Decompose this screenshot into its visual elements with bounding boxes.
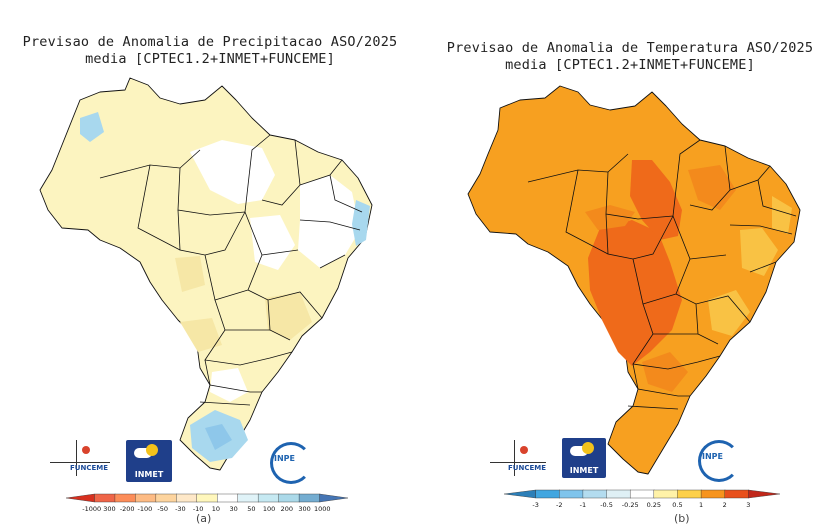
precipitation-title-line2: media [CPTEC1.2+INMET+FUNCEME]: [85, 51, 335, 67]
precip-colorbar-tick-label: 200: [281, 505, 293, 513]
temp-colorbar-tick-label: 0.5: [672, 501, 682, 509]
precipitation-colorbar: -1000 300 -200 -100 -50 -30 -10 10 30 50 100 200 300…: [66, 493, 348, 513]
inpe-logo-text: INPE: [274, 454, 295, 463]
temp-colorbar-swatch: [504, 489, 536, 499]
temp-colorbar-swatch: [629, 489, 655, 499]
inpe-logo-right-text: INPE: [702, 452, 723, 461]
temp-colorbar-tick-label: -0.5: [600, 501, 613, 509]
precip-colorbar-tick-label: -30: [175, 505, 186, 513]
temp-colorbar-swatch: [748, 489, 780, 499]
funceme-logo-text: FUNCEME: [70, 464, 108, 472]
precipitation-title-line1: Previsao de Anomalia de Precipitacao ASO…: [22, 34, 398, 50]
temp-colorbar-swatch: [535, 489, 560, 499]
temp-mid-ne: [688, 165, 736, 210]
precip-colorbar-tick-label: 1000: [314, 505, 331, 513]
temp-light-coast: [772, 196, 792, 234]
precip-blue-northwest: [80, 112, 104, 142]
precip-white-region-south: [210, 368, 248, 402]
precip-colorbar-swatch: [319, 493, 348, 503]
precip-colorbar-tick-label: -10: [193, 505, 204, 513]
precip-blue-east-coast: [352, 200, 370, 246]
funceme-logo: FUNCEME: [50, 440, 120, 480]
temperature-title-line2: media [CPTEC1.2+INMET+FUNCEME]: [505, 57, 755, 73]
temp-colorbar-swatch: [582, 489, 608, 499]
precip-colorbar-swatch: [135, 493, 157, 503]
precip-colorbar-swatch: [217, 493, 239, 503]
precip-colorbar-tick-label: 300: [103, 505, 115, 513]
temp-colorbar-tick-label: 1: [699, 501, 703, 509]
precip-colorbar-swatch: [237, 493, 259, 503]
precip-colorbar-tick-label: 10: [212, 505, 220, 513]
precip-colorbar-tick-label: -1000: [82, 505, 101, 513]
inmet-logo-right-text: INMET: [569, 466, 599, 475]
precip-colorbar-tick-label: 100: [263, 505, 275, 513]
temperature-panel-letter: (b): [674, 512, 690, 525]
temperature-colorbar: -3 -2 -1 -0.5 -0.25 0.25 0.5 1 2 3: [504, 489, 780, 509]
precip-blue-dark-south: [205, 424, 232, 450]
precip-medium-southeast: [265, 292, 312, 340]
precip-white-region-north: [190, 140, 275, 204]
temp-light-east: [740, 228, 778, 276]
precipitation-title: Previsao de Anomalia de Precipitacao ASO…: [0, 34, 420, 68]
precip-colorbar-tick-label: 50: [247, 505, 255, 513]
precip-colorbar-swatch: [257, 493, 280, 503]
temp-mid-ring: [585, 205, 635, 230]
precip-colorbar-swatch: [94, 493, 116, 503]
temperature-title-line1: Previsao de Anomalia de Temperatura ASO/…: [446, 40, 814, 56]
temp-colorbar-tick-label: -0.25: [622, 501, 639, 509]
temp-colorbar-swatch: [677, 489, 702, 499]
precip-state-borders: [99, 134, 363, 406]
precip-colorbar-swatch: [155, 493, 178, 503]
precip-medium-south-central: [180, 318, 222, 352]
temp-colorbar-swatch: [700, 489, 726, 499]
inmet-logo-text: INMET: [134, 470, 164, 479]
precip-medium-central-west: [175, 256, 205, 292]
temp-colorbar-swatch: [653, 489, 679, 499]
temperature-title: Previsao de Anomalia de Temperatura ASO/…: [420, 40, 840, 74]
precipitation-panel: Previsao de Anomalia de Precipitacao ASO…: [0, 34, 420, 525]
inpe-logo: INPE: [268, 440, 312, 484]
precip-colorbar-tick-label: -200: [120, 505, 135, 513]
precip-colorbar-swatch: [278, 493, 300, 503]
temp-colorbar-tick-label: -2: [556, 501, 562, 509]
inmet-logo: INMET: [126, 440, 172, 482]
temp-hot-north: [630, 160, 682, 240]
temp-colorbar-swatch: [606, 489, 631, 499]
precip-colorbar-tick-label: 300: [298, 505, 310, 513]
precip-colorbar-swatch: [298, 493, 321, 503]
precip-colorbar-swatch: [196, 493, 218, 503]
funceme-logo-right: FUNCEME: [490, 440, 560, 480]
temp-hot-center: [588, 220, 682, 366]
temperature-panel: Previsao de Anomalia de Temperatura ASO/…: [420, 0, 840, 525]
temp-state-borders: [527, 139, 797, 410]
temp-light-southeast: [708, 290, 750, 336]
temp-colorbar-swatch: [559, 489, 584, 499]
temp-colorbar-tick-label: 3: [746, 501, 750, 509]
precip-colorbar-swatch: [176, 493, 198, 503]
precipitation-map: [39, 77, 373, 471]
precip-colorbar-swatch: [114, 493, 137, 503]
precip-white-region-northeast: [298, 175, 360, 268]
temp-colorbar-tick-label: -3: [532, 501, 538, 509]
temp-colorbar-tick-label: -1: [580, 501, 586, 509]
precip-colorbar-tick-label: -100: [138, 505, 153, 513]
precip-colorbar-tick-label: 30: [229, 505, 237, 513]
temp-mid-south: [642, 352, 688, 392]
temp-colorbar-tick-label: 0.25: [647, 501, 661, 509]
inpe-logo-right: INPE: [696, 438, 740, 482]
temperature-map: [467, 85, 801, 475]
funceme-logo-right-text: FUNCEME: [508, 464, 546, 472]
inmet-logo-right: INMET: [562, 438, 606, 478]
precip-colorbar-tick-label: -50: [157, 505, 168, 513]
temp-colorbar-tick-label: 2: [723, 501, 727, 509]
precipitation-panel-letter: (a): [196, 512, 212, 525]
temp-colorbar-swatch: [724, 489, 750, 499]
brazil-outline-precip: [39, 77, 373, 471]
precip-colorbar-swatch: [66, 493, 95, 503]
